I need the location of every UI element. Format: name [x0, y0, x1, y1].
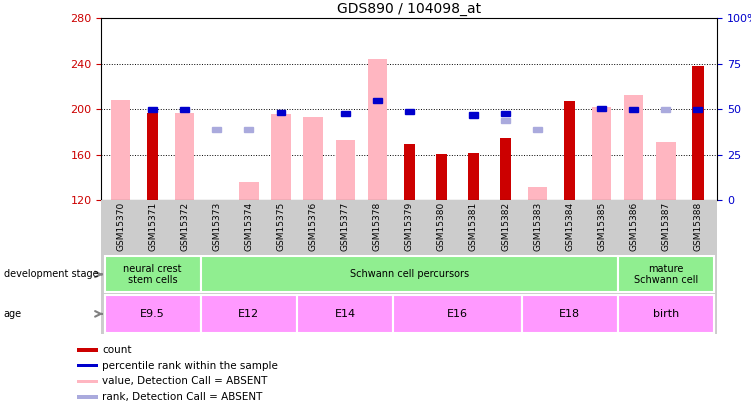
Text: GSM15378: GSM15378	[372, 202, 382, 251]
Bar	[201, 295, 297, 333]
Bar	[77, 364, 98, 367]
Bar	[341, 111, 350, 117]
Text: GSM15376: GSM15376	[309, 202, 318, 251]
Bar	[468, 153, 479, 200]
Text: GSM15380: GSM15380	[437, 202, 446, 251]
Text: GSM15373: GSM15373	[213, 202, 222, 251]
Bar	[104, 256, 201, 292]
Text: Schwann cell percursors: Schwann cell percursors	[350, 269, 469, 279]
Text: E9.5: E9.5	[140, 309, 165, 319]
Bar	[597, 106, 606, 111]
Bar	[213, 127, 222, 132]
Text: GSM15387: GSM15387	[662, 202, 671, 251]
Text: E14: E14	[335, 309, 356, 319]
Text: GSM15388: GSM15388	[693, 202, 702, 251]
Bar	[336, 140, 354, 200]
Text: GSM15375: GSM15375	[276, 202, 285, 251]
Bar	[693, 107, 702, 112]
Bar	[77, 348, 98, 352]
Text: GSM15379: GSM15379	[405, 202, 414, 251]
Bar	[662, 107, 671, 112]
Bar	[297, 295, 394, 333]
Bar	[175, 113, 195, 200]
Bar	[201, 256, 618, 292]
Text: GSM15382: GSM15382	[501, 202, 510, 251]
Text: birth: birth	[653, 309, 679, 319]
Bar	[367, 59, 387, 200]
Bar	[111, 100, 130, 200]
Text: rank, Detection Call = ABSENT: rank, Detection Call = ABSENT	[102, 392, 262, 402]
Bar	[147, 113, 158, 200]
Bar	[77, 395, 98, 399]
Text: GSM15371: GSM15371	[148, 202, 157, 251]
Text: neural crest
stem cells: neural crest stem cells	[123, 264, 182, 285]
Text: E12: E12	[238, 309, 260, 319]
Text: value, Detection Call = ABSENT: value, Detection Call = ABSENT	[102, 377, 267, 386]
Text: E16: E16	[447, 309, 468, 319]
Bar	[303, 117, 323, 200]
Bar	[656, 143, 675, 200]
Bar	[533, 127, 542, 132]
Bar	[404, 143, 415, 200]
Text: count: count	[102, 345, 131, 355]
Bar	[564, 101, 575, 200]
Bar	[521, 295, 618, 333]
Text: mature
Schwann cell: mature Schwann cell	[634, 264, 698, 285]
Text: GSM15386: GSM15386	[629, 202, 638, 251]
Text: E18: E18	[559, 309, 581, 319]
Bar	[180, 107, 189, 112]
Bar	[469, 113, 478, 117]
Text: GSM15372: GSM15372	[180, 202, 189, 251]
Text: GSM15377: GSM15377	[341, 202, 350, 251]
Bar	[436, 154, 447, 200]
Title: GDS890 / 104098_at: GDS890 / 104098_at	[337, 2, 481, 16]
Bar	[276, 110, 285, 115]
Bar	[240, 182, 258, 200]
Bar	[148, 107, 157, 112]
Text: GSM15385: GSM15385	[597, 202, 606, 251]
Bar	[592, 107, 611, 200]
Text: GSM15381: GSM15381	[469, 202, 478, 251]
Bar	[372, 98, 382, 103]
Bar	[629, 107, 638, 112]
Bar	[77, 380, 98, 383]
Bar	[618, 295, 714, 333]
Bar	[528, 187, 547, 200]
Text: development stage: development stage	[4, 269, 98, 279]
Bar	[618, 256, 714, 292]
Text: percentile rank within the sample: percentile rank within the sample	[102, 361, 278, 371]
Bar	[271, 114, 291, 200]
Text: GSM15383: GSM15383	[533, 202, 542, 251]
Bar	[500, 138, 511, 200]
Text: GSM15370: GSM15370	[116, 202, 125, 251]
Bar	[692, 66, 704, 200]
Text: age: age	[4, 309, 22, 319]
Bar	[104, 295, 201, 333]
Text: GSM15374: GSM15374	[244, 202, 253, 251]
Bar	[501, 111, 510, 117]
Text: GSM15384: GSM15384	[566, 202, 575, 251]
Bar	[624, 94, 644, 200]
Bar	[244, 127, 253, 132]
Bar	[501, 118, 510, 123]
Bar	[394, 295, 521, 333]
Bar	[405, 109, 414, 114]
